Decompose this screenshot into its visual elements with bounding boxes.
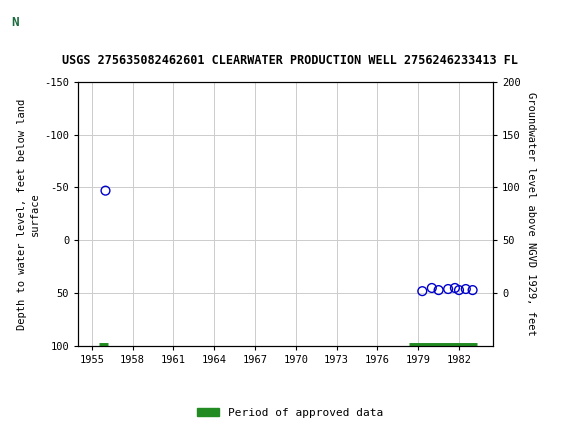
Point — [468, 287, 477, 294]
Text: USGS 275635082462601 CLEARWATER PRODUCTION WELL 2756246233413 FL: USGS 275635082462601 CLEARWATER PRODUCTI… — [62, 54, 518, 67]
Text: N: N — [11, 16, 18, 29]
Text: USGS: USGS — [67, 15, 103, 30]
Point — [461, 286, 470, 292]
Y-axis label: Groundwater level above NGVD 1929, feet: Groundwater level above NGVD 1929, feet — [526, 92, 537, 336]
Point — [101, 187, 110, 194]
Legend: Period of approved data: Period of approved data — [193, 403, 387, 422]
FancyBboxPatch shape — [6, 7, 46, 38]
Point — [434, 287, 443, 294]
Point — [418, 288, 427, 295]
Y-axis label: Depth to water level, feet below land
surface: Depth to water level, feet below land su… — [17, 98, 40, 329]
Point — [427, 285, 437, 292]
Point — [454, 287, 463, 294]
Point — [450, 285, 459, 292]
Point — [444, 286, 453, 292]
